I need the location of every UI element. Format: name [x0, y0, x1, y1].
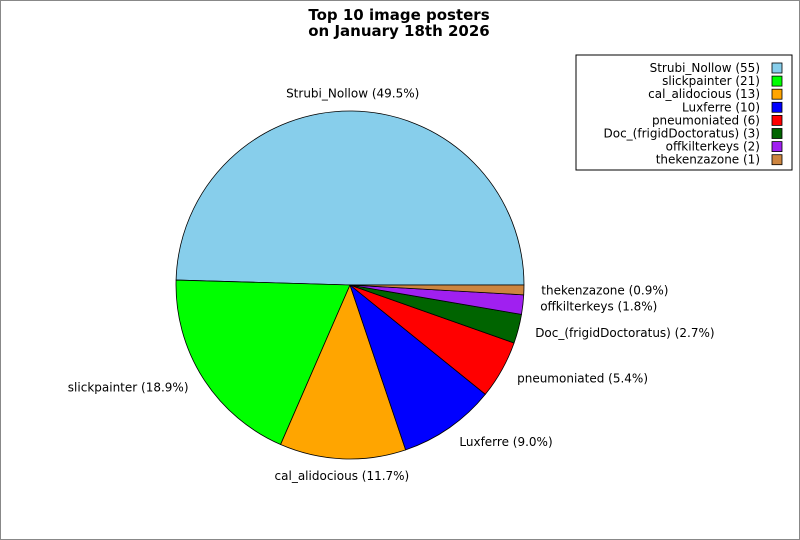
slice-label: offkilterkeys (1.8%) — [540, 300, 657, 314]
slice-label: Strubi_Nollow (49.5%) — [286, 87, 419, 101]
legend-label: Doc_(frigidDoctoratus) (3) — [604, 127, 761, 141]
legend-swatch — [771, 128, 783, 139]
slice-label: thekenzazone (0.9%) — [541, 283, 668, 297]
legend-label: Strubi_Nollow (55) — [650, 61, 760, 75]
legend-swatch — [771, 62, 783, 74]
slice-label: cal_alidocious (11.7%) — [275, 469, 410, 483]
slice-label: slickpainter (18.9%) — [68, 381, 189, 395]
legend-swatch — [771, 101, 783, 113]
chart-title-line-2: on January 18th 2026 — [308, 22, 489, 40]
pie-slice-slickpainter — [175, 279, 351, 445]
slice-label: Luxferre (9.0%) — [459, 435, 552, 449]
slice-label: Doc_(frigidDoctoratus) (2.7%) — [535, 326, 714, 340]
legend-swatch — [771, 154, 783, 166]
legend-label: thekenzazone (1) — [656, 153, 760, 167]
pie-slice-cal-alidocious — [280, 284, 407, 460]
legend-label: slickpainter (21) — [662, 74, 760, 88]
legend-box — [575, 54, 793, 171]
pie-slice-luxferre — [349, 284, 486, 451]
pie-slices — [175, 110, 525, 460]
pie-slice-thekenzazone — [349, 284, 525, 296]
chart-title-line-1: Top 10 image posters — [308, 6, 489, 24]
legend-swatch — [771, 115, 783, 126]
slice-label: pneumoniated (5.4%) — [517, 371, 648, 385]
legend: Strubi_Nollow (55)slickpainter (21)cal_a… — [575, 54, 793, 171]
legend-swatch — [771, 75, 783, 87]
legend-label: cal_alidocious (13) — [648, 87, 760, 101]
pie-slice-labels: Strubi_Nollow (49.5%) slickpainter (18.9%… — [68, 87, 715, 484]
legend-swatch — [771, 141, 783, 153]
legend-label: pneumoniated (6) — [652, 113, 760, 127]
legend-label: offkilterkeys (2) — [666, 140, 760, 154]
legend-swatch — [771, 88, 783, 100]
legend-label: Luxferre (10) — [682, 100, 760, 114]
pie-slice-strubi-nollow — [175, 110, 525, 286]
